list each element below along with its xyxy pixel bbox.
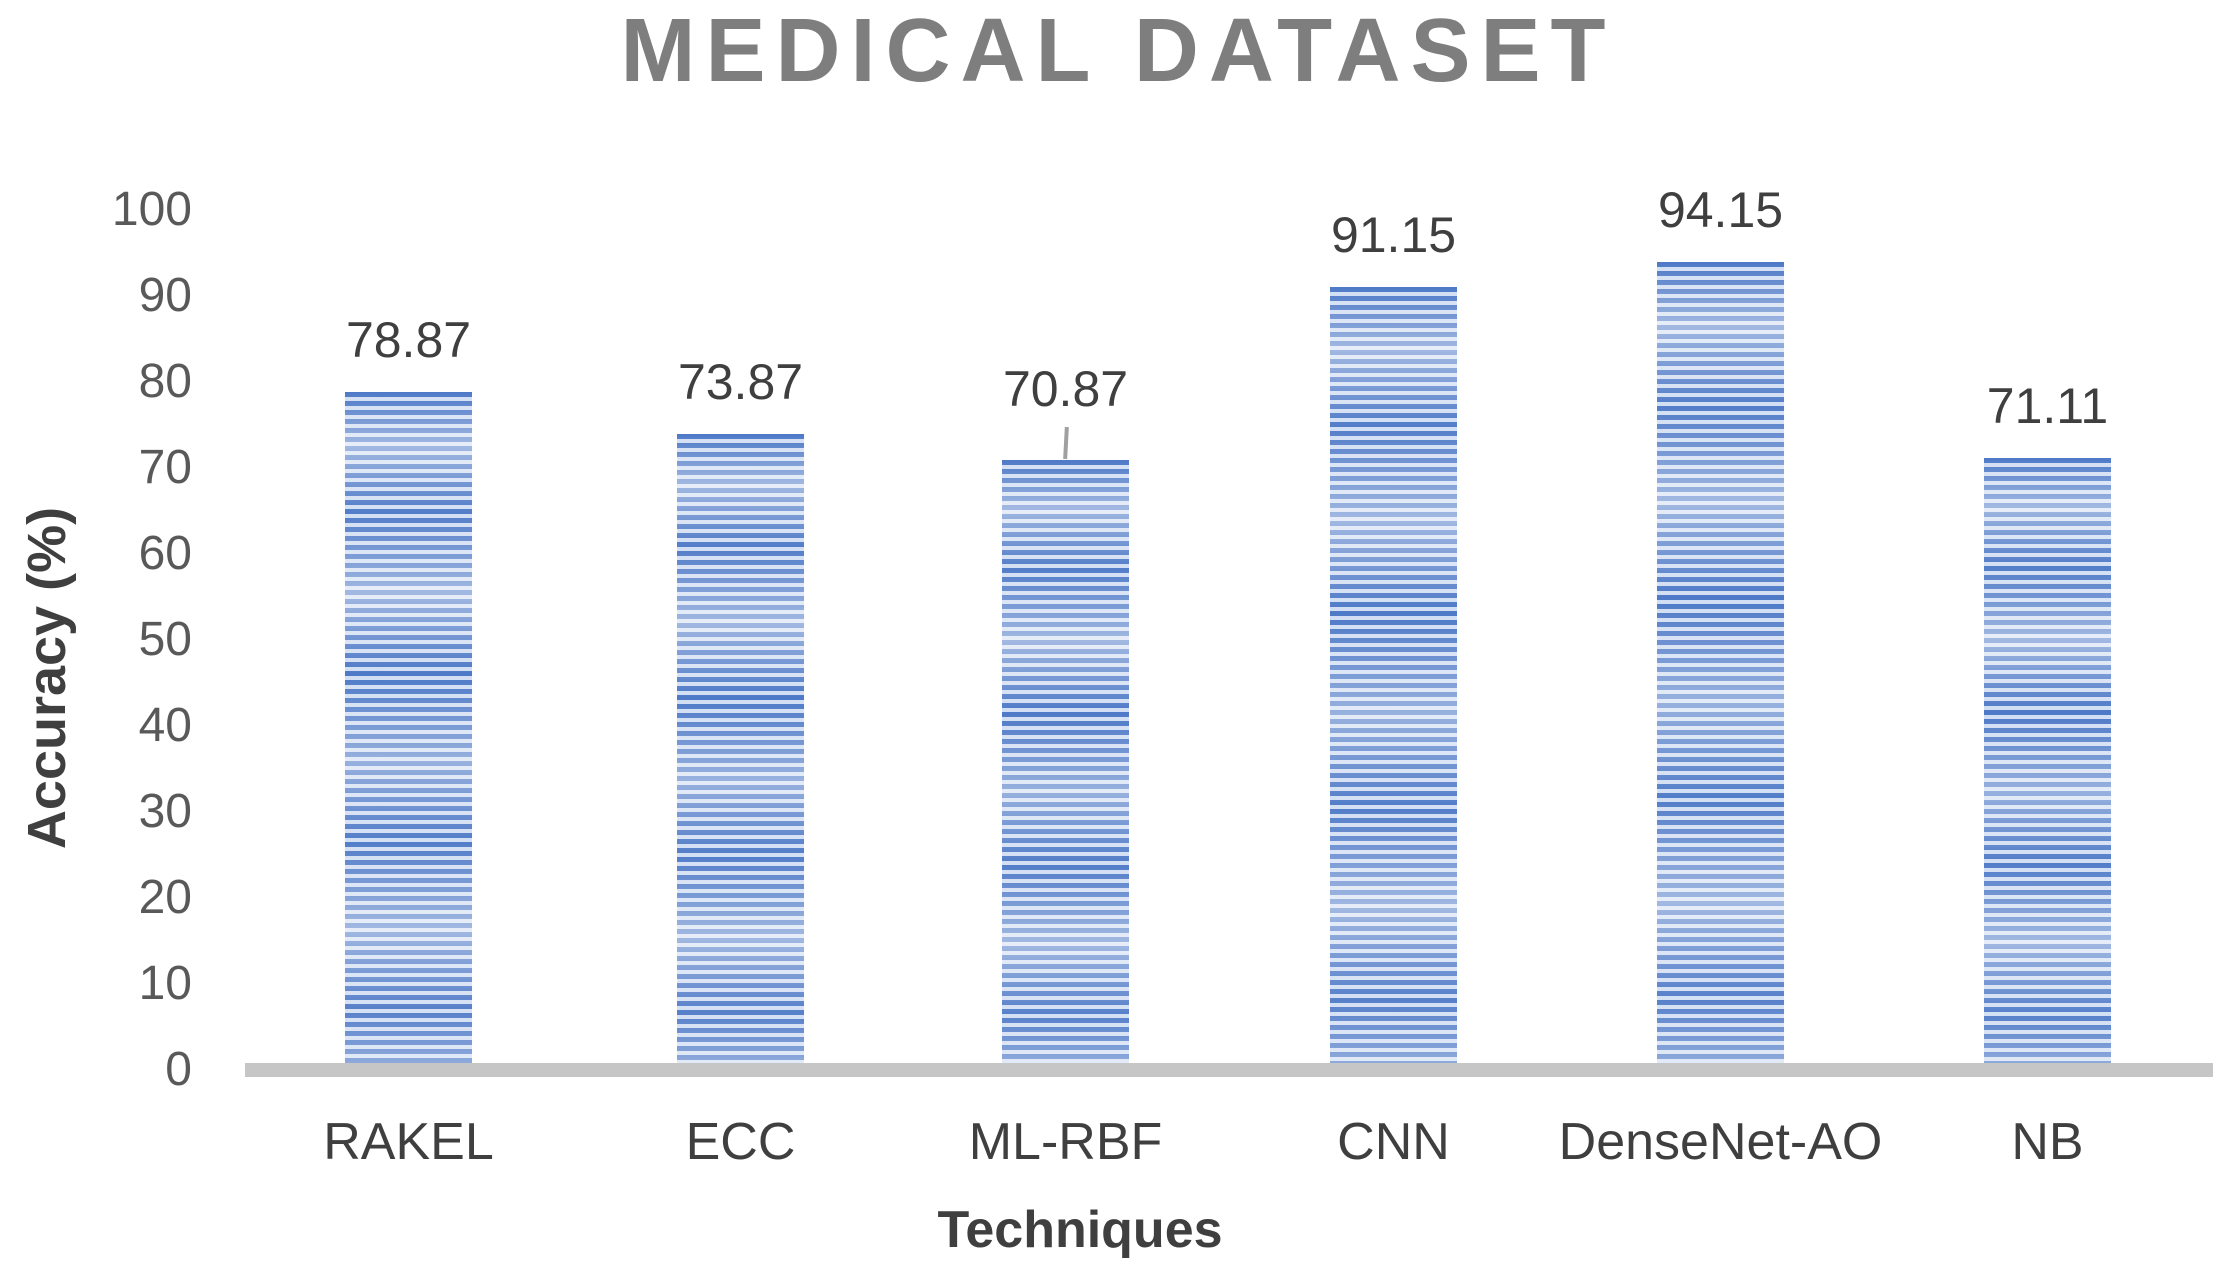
- y-axis-title: Accuracy (%): [17, 506, 77, 850]
- y-tick-label: 90: [138, 269, 192, 322]
- bar-CNN: [1330, 287, 1457, 1063]
- y-tick-label: 80: [138, 355, 192, 408]
- bar-NB: [1984, 458, 2111, 1063]
- y-tick-label: 60: [138, 527, 192, 580]
- data-label-leader-line: [1062, 426, 1069, 460]
- y-tick-label: 70: [138, 441, 192, 494]
- bar-ML-RBF: [1002, 460, 1129, 1063]
- y-tick-label: 100: [111, 183, 192, 236]
- data-label: 91.15: [1330, 207, 1457, 263]
- category-label-NB: NB: [2011, 1113, 2084, 1171]
- x-axis-line: [245, 1063, 2213, 1077]
- bar-DenseNet-AO: [1657, 262, 1784, 1063]
- bar-RAKEL: [345, 392, 472, 1063]
- category-label-RAKEL: RAKEL: [323, 1113, 494, 1171]
- data-label: 78.87: [345, 312, 472, 368]
- y-tick-label: 20: [138, 871, 192, 924]
- category-label-DenseNet-AO: DenseNet-AO: [1558, 1113, 1883, 1171]
- x-axis-title: Techniques: [937, 1201, 1223, 1259]
- y-tick-label: 40: [138, 699, 192, 752]
- bar-ECC: [677, 434, 804, 1063]
- data-label: 73.87: [677, 354, 804, 410]
- category-label-CNN: CNN: [1337, 1113, 1450, 1171]
- y-tick-label: 30: [138, 785, 192, 838]
- data-label: 71.11: [1986, 378, 2109, 434]
- data-label: 94.15: [1657, 182, 1784, 238]
- category-label-ECC: ECC: [685, 1113, 796, 1171]
- category-label-ML-RBF: ML-RBF: [968, 1113, 1163, 1171]
- chart-title: MEDICAL DATASET: [620, 1, 1616, 101]
- y-tick-label: 0: [165, 1043, 192, 1096]
- data-label: 70.87: [1002, 361, 1129, 417]
- y-tick-label: 10: [138, 957, 192, 1010]
- y-tick-label: 50: [138, 613, 192, 666]
